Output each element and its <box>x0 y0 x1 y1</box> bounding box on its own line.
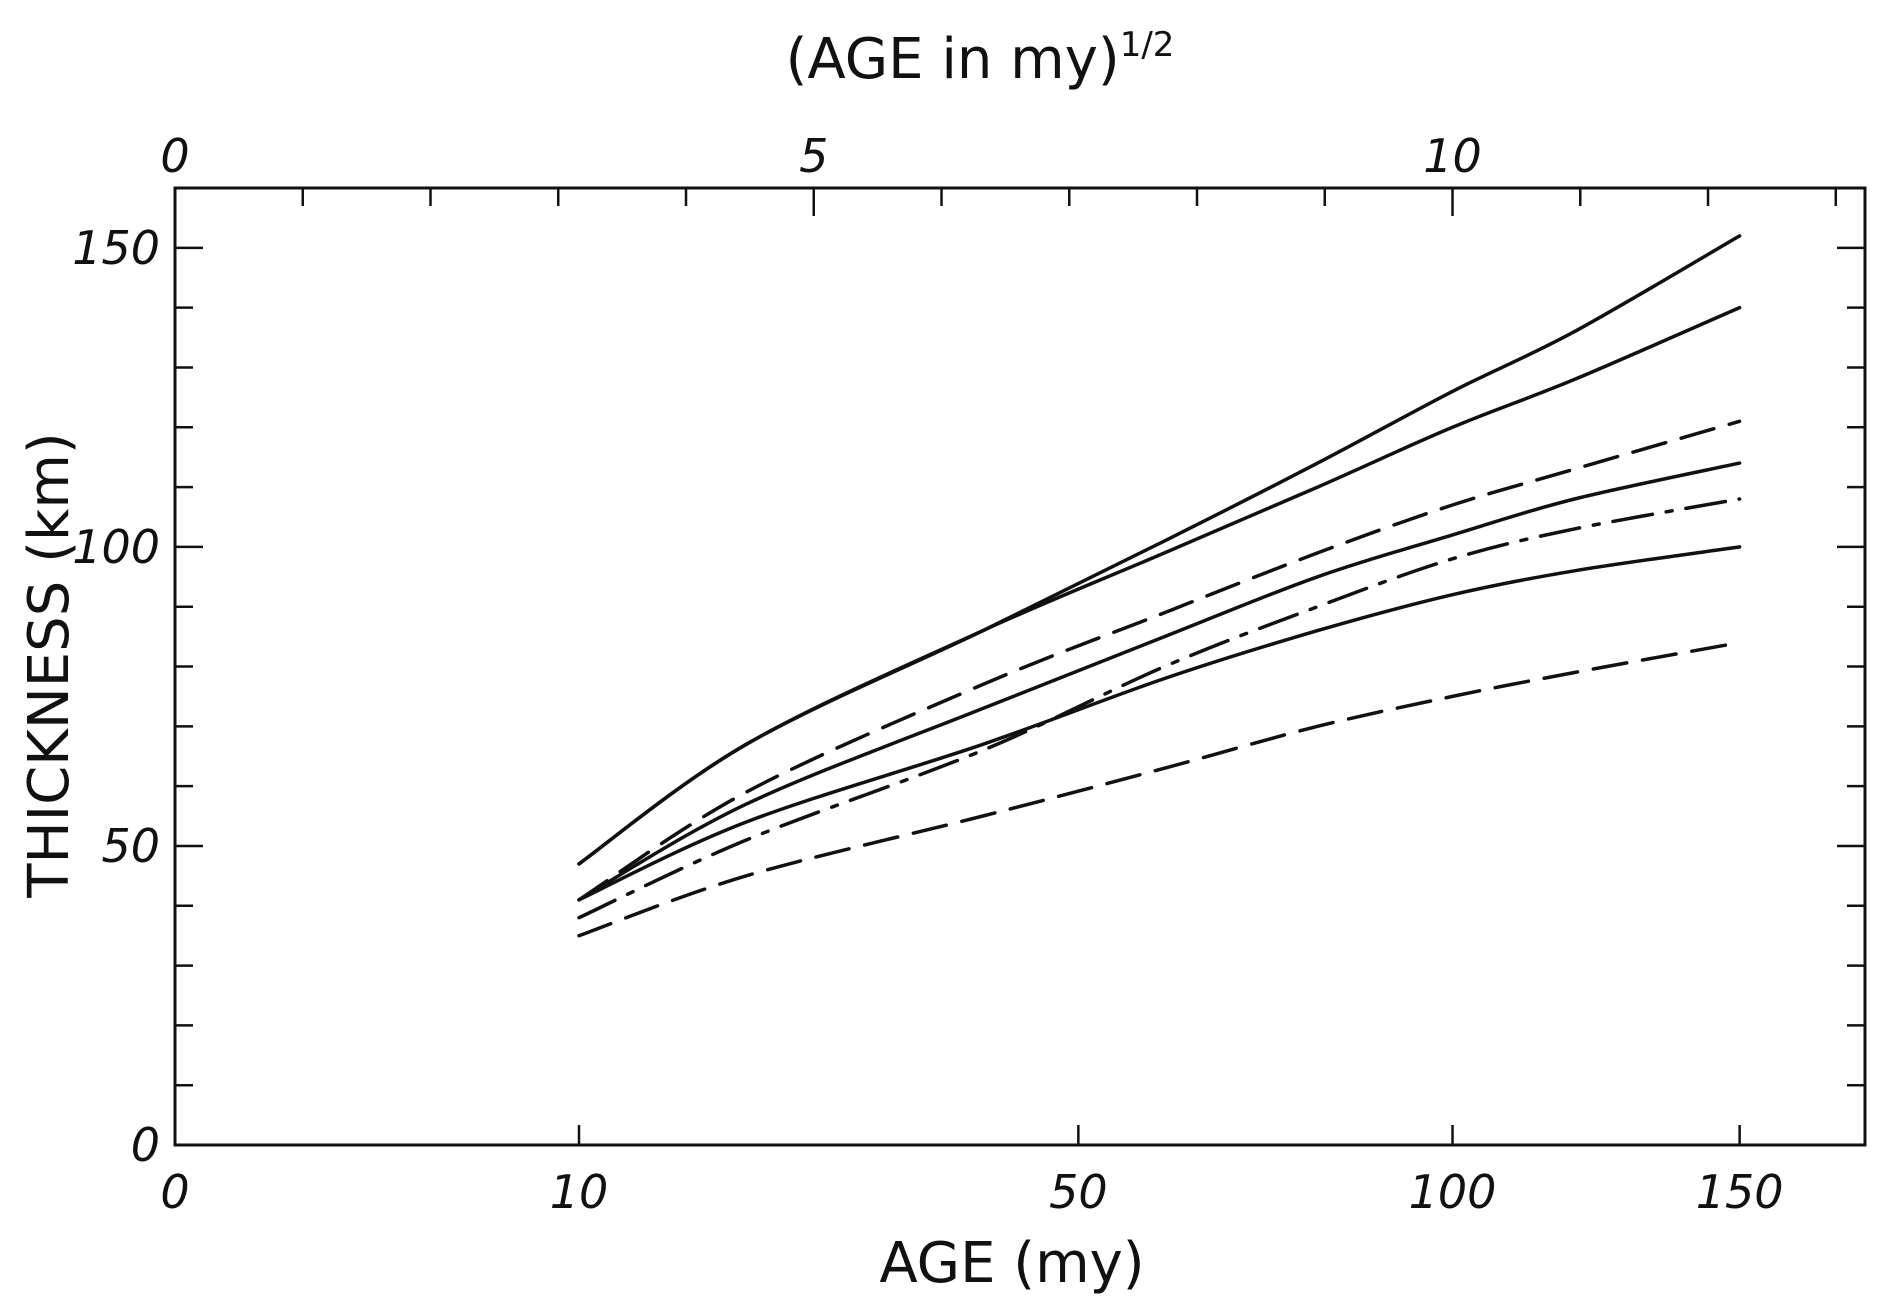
bottom-axis-tick-label-2: 50 <box>1049 1165 1108 1219</box>
series-line-7-dashed <box>577 640 1742 938</box>
top-axis-title-text: (AGE in my) <box>786 27 1120 92</box>
top-axis-title-exponent: 1/2 <box>1120 25 1175 65</box>
series-line-3-dashed <box>577 419 1742 902</box>
x-axis-title: AGE (my) <box>879 1231 1144 1296</box>
top-axis-tick-label-2: 10 <box>1423 129 1482 183</box>
bottom-axis-tick-label-4: 150 <box>1696 1165 1784 1219</box>
series-layer <box>577 234 1742 938</box>
bottom-axis-tick-label-3: 100 <box>1409 1165 1497 1219</box>
series-line-4-solid <box>577 461 1742 902</box>
top-axis-title: (AGE in my)1/2 <box>786 25 1175 92</box>
series-line-2-solid <box>577 305 1742 866</box>
series-line-6-solid <box>577 545 1742 902</box>
top-axis-tick-label-0: 0 <box>160 129 189 183</box>
y-axis-tick-label-3: 150 <box>72 221 160 275</box>
y-axis-title: THICKNESS (km) <box>17 432 82 899</box>
bottom-axis-tick-label-1: 10 <box>550 1165 609 1219</box>
series-line-5-dashdot <box>577 497 1742 920</box>
y-axis-tick-label-0: 0 <box>131 1118 160 1172</box>
bottom-axis-tick-label-0: 0 <box>160 1165 189 1219</box>
y-axis-tick-label-1: 50 <box>101 819 160 873</box>
top-axis-tick-label-1: 5 <box>799 129 828 183</box>
y-axis-tick-label-2: 100 <box>72 520 160 574</box>
